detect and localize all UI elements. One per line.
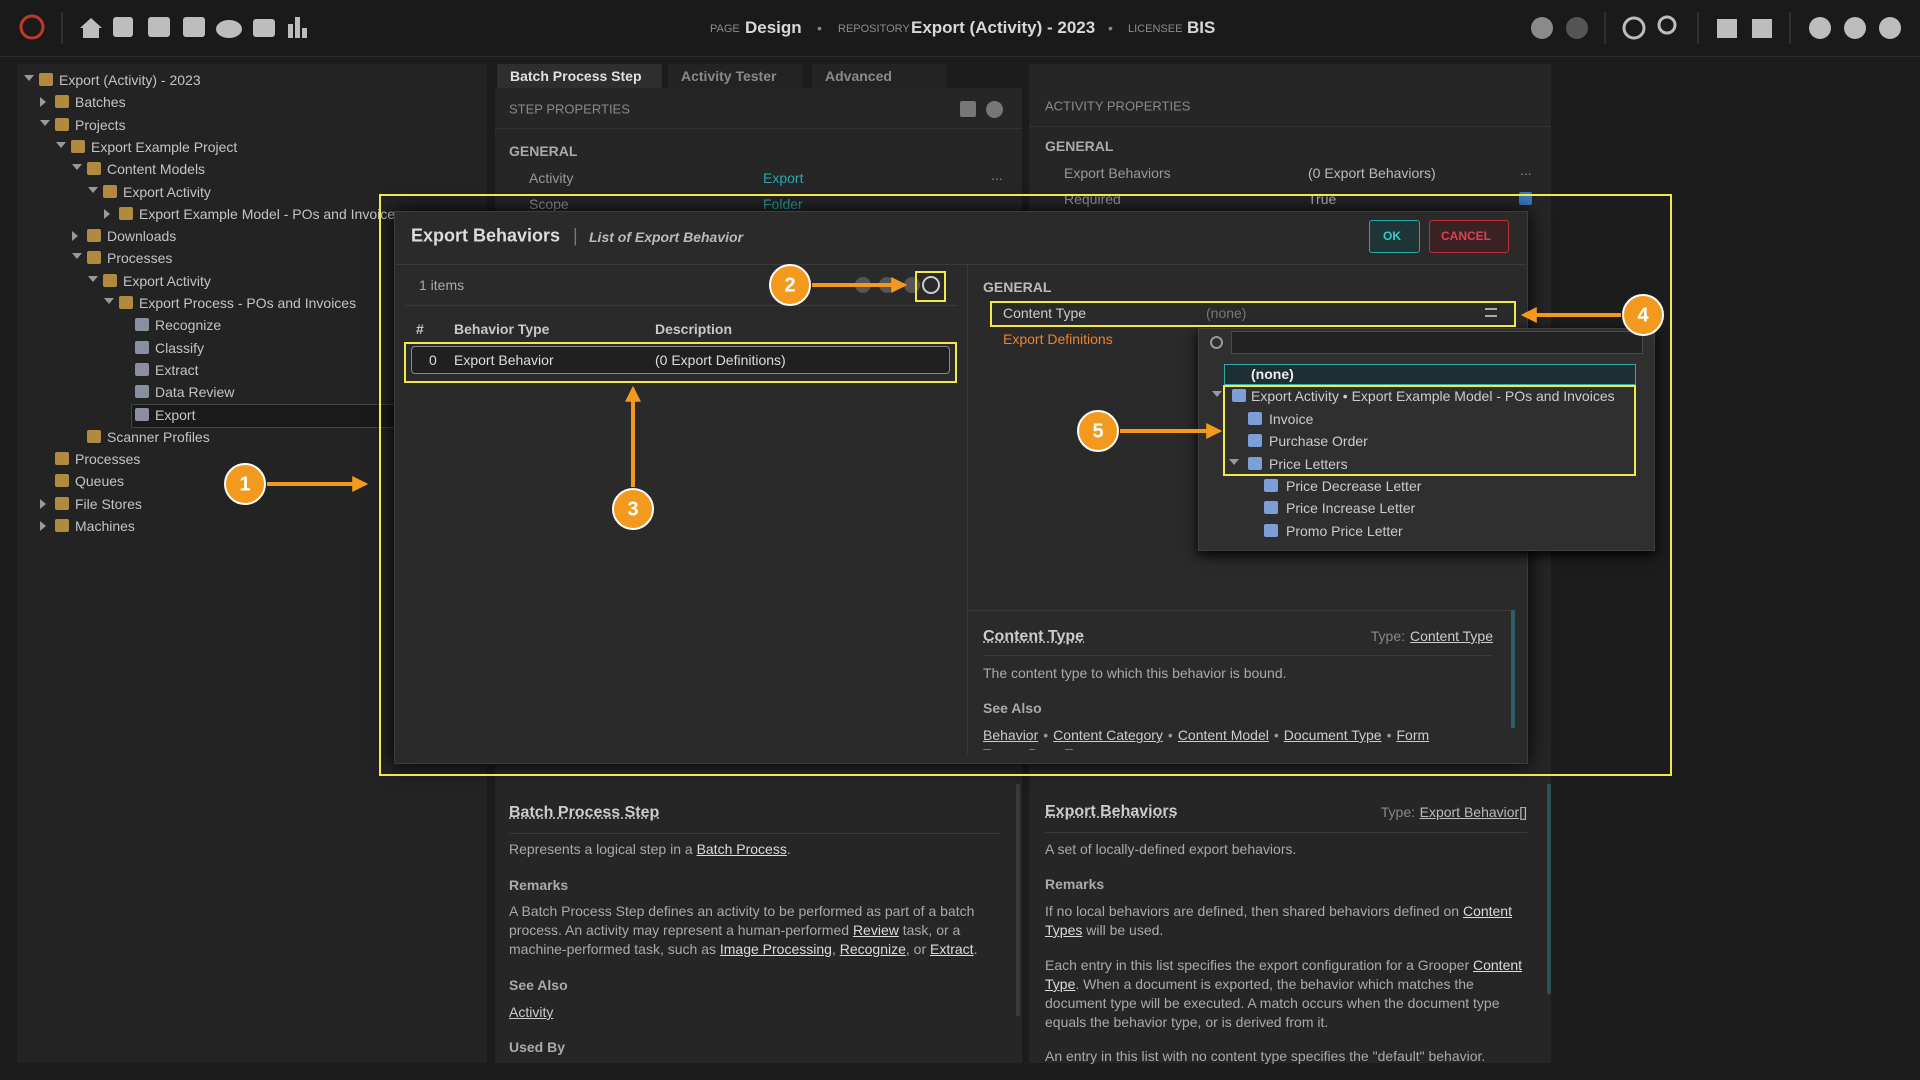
callout-number: 3 <box>627 498 638 520</box>
callout-number: 4 <box>1637 304 1649 326</box>
callout-number: 1 <box>239 473 250 495</box>
highlight-box <box>916 272 945 301</box>
callout-number: 5 <box>1092 420 1103 442</box>
highlight-box <box>1224 386 1635 475</box>
highlight-box <box>380 195 1671 775</box>
highlight-box <box>991 302 1515 326</box>
callout-number: 2 <box>784 274 795 296</box>
highlight-box <box>405 343 956 382</box>
